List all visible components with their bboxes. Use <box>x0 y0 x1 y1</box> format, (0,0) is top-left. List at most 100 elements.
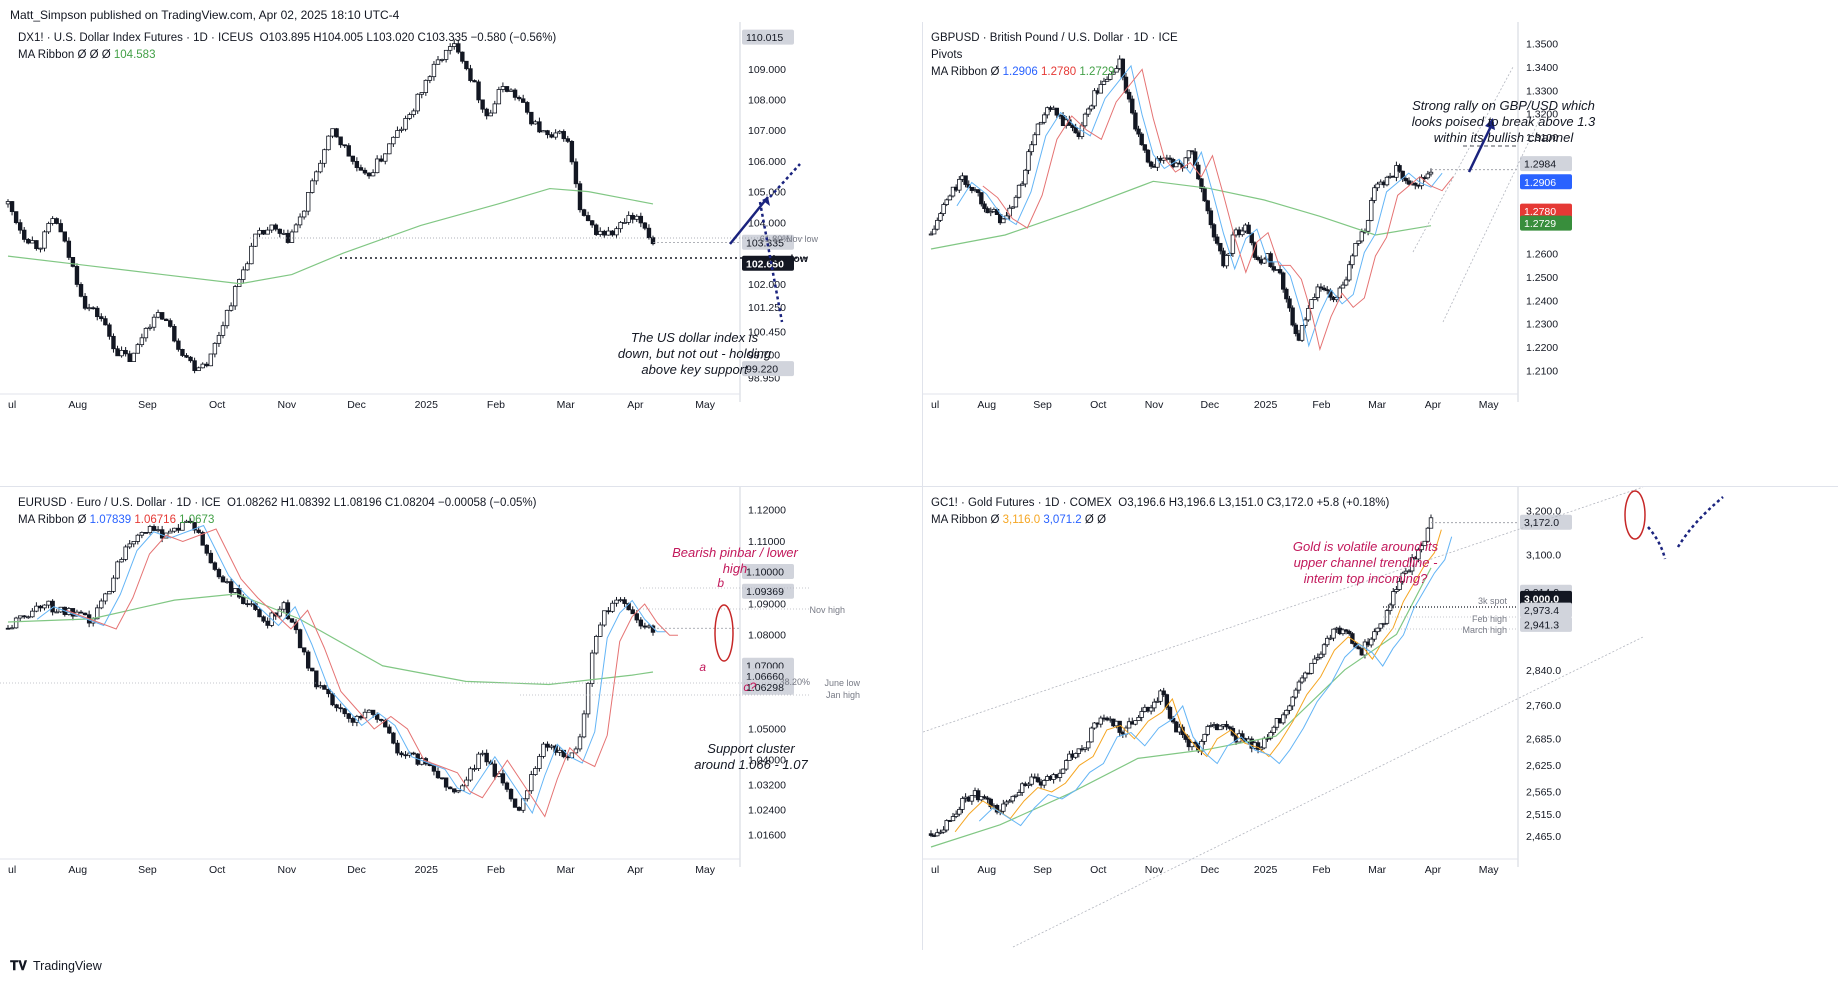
dx-x-tick: ul <box>8 399 16 411</box>
gbp-candle-body <box>1108 73 1113 80</box>
eur-ma-fast-line <box>36 524 666 815</box>
gold-candle-body <box>1372 631 1377 640</box>
gbp-candle-body <box>1372 187 1377 201</box>
dx-candle-body <box>253 233 258 247</box>
dx-candle-body <box>452 43 457 47</box>
gbp-candle-body <box>1086 108 1091 115</box>
gbp-x-tick: Oct <box>1090 399 1106 411</box>
gold-legend: GC1! · Gold Futures · 1D · COMEX O3,196.… <box>931 497 1390 526</box>
eur-candle-body <box>585 683 591 715</box>
eur-candle-body <box>297 629 303 649</box>
dx-candle-body <box>34 240 39 249</box>
chart-pane-gold[interactable]: ul Aug Sep Oct Nov Dec 2025 Feb Mar Apr May 3,200.0… <box>923 487 1838 950</box>
dx-candle-body <box>618 222 623 230</box>
dx-candle-body <box>399 128 404 131</box>
gbp-price-tag: 1.2984 <box>1524 159 1556 171</box>
eur-candle-body <box>399 752 404 756</box>
dx-candle-body <box>22 229 27 240</box>
dx-candle-body <box>245 263 250 271</box>
eur-candle-body <box>289 618 295 623</box>
gbp-candle-body <box>975 189 981 193</box>
gbp-candle-body <box>947 195 953 201</box>
dx-x-tick: 2025 <box>415 399 439 411</box>
eur-y-tick: 1.08000 <box>748 630 786 642</box>
gold-candle-body <box>935 832 940 837</box>
gold-candle-body <box>1394 589 1399 592</box>
gold-y-tick: 2,565.0 <box>1526 787 1561 799</box>
dx-candle-body <box>172 326 177 342</box>
dx-candle-body <box>293 224 299 233</box>
dx-candle-body <box>423 79 429 93</box>
eur-candle-body <box>237 588 242 598</box>
eur-candle-body <box>172 527 177 532</box>
gold-candle-body <box>1315 657 1320 660</box>
gold-candle-body <box>1303 672 1308 679</box>
eur-candle-body <box>184 520 189 523</box>
gbp-candle-body <box>1211 224 1217 238</box>
gold-candle-body <box>1296 681 1302 691</box>
gbp-candle-body <box>1032 134 1037 146</box>
dx-candle-body <box>135 344 141 354</box>
gbp-candle-body <box>928 233 934 236</box>
eur-candle-body <box>224 581 230 584</box>
eur-ohlc: O1.08262 H1.08392 L1.08196 C1.08204 −0.0… <box>226 497 537 509</box>
gold-candle-body <box>1325 637 1330 646</box>
gold-candle-body <box>1378 623 1383 629</box>
eur-y-tick: 1.04000 <box>748 755 786 767</box>
eur-candle-body <box>573 748 579 754</box>
dx-candle-body <box>103 318 108 326</box>
gbp-x-tick: Dec <box>1201 399 1220 411</box>
gbp-candle-body <box>1218 242 1223 252</box>
dx-x-tick: Dec <box>347 399 366 411</box>
dx-y-tick: 105.000 <box>748 187 786 199</box>
dx-y-tick: 100.450 <box>748 326 786 338</box>
gold-candle-body <box>1268 732 1273 739</box>
gbp-candle-body <box>1073 127 1078 134</box>
eur-candle-body <box>9 627 15 630</box>
eur-price-tag: 1.06298 <box>746 682 784 694</box>
gold-candle-body <box>1092 722 1097 729</box>
gold-candle-body <box>1029 776 1034 785</box>
chart-pane-dx[interactable]: ul Aug Sep Oct Nov Dec 2025 Feb Mar Apr May 110.015… <box>0 22 921 485</box>
dx-candle-body <box>370 172 376 177</box>
dx-candle-body <box>565 138 571 142</box>
gbp-candle-body <box>979 192 984 205</box>
eur-candle-body <box>606 610 611 613</box>
chart-pane-eur[interactable]: ul Aug Sep Oct Nov Dec 2025 Feb Mar Apr May 1.12000… <box>0 487 921 950</box>
dx-candle-body <box>504 86 510 92</box>
eur-candle-body <box>557 749 562 753</box>
dx-y-tick: 102.000 <box>748 279 786 291</box>
dx-candle-body <box>447 46 453 51</box>
dx-candle-body <box>54 218 59 224</box>
gbp-candle-body <box>1082 113 1088 127</box>
eur-candle-body <box>265 620 270 626</box>
gold-ribbon-label: MA Ribbon <box>931 514 988 526</box>
eur-candle-body <box>78 611 84 614</box>
gold-candle-body <box>960 798 965 810</box>
gbp-candle-body <box>1284 288 1289 300</box>
gbp-price-tag-bg <box>1520 203 1572 219</box>
gold-candle-body <box>1057 772 1063 778</box>
gold-price-tag-bg <box>1520 602 1572 618</box>
dx-candle-body <box>107 324 112 337</box>
gold-candle-body <box>1375 627 1380 633</box>
dx-candle-body <box>184 355 189 358</box>
gbp-candle-body <box>1092 90 1097 107</box>
gbp-candle-body <box>941 204 946 215</box>
gbp-up-arrow-head <box>1485 118 1495 130</box>
eur-candle-body <box>618 599 623 602</box>
dx-candle-body <box>342 144 347 147</box>
dx-candle-body <box>626 214 631 223</box>
dx-candle-body <box>50 218 55 224</box>
dx-candle-body <box>216 334 222 344</box>
gbp-y-tick: 1.2600 <box>1526 249 1558 261</box>
chart-pane-gbp[interactable]: ul Aug Sep Oct Nov Dec 2025 Feb Mar Apr May 1.3500 1… <box>923 22 1838 485</box>
gbp-candle-body <box>1277 269 1283 274</box>
gold-ma-4: Ø <box>1097 514 1107 526</box>
eur-candle-body <box>630 609 635 615</box>
dx-candle-body <box>411 110 416 115</box>
gbp-candle-body <box>1130 98 1135 114</box>
gold-top-circle <box>1624 490 1646 540</box>
gbp-candle-body <box>982 203 987 209</box>
gbp-y-tick: 1.3100 <box>1526 132 1558 144</box>
